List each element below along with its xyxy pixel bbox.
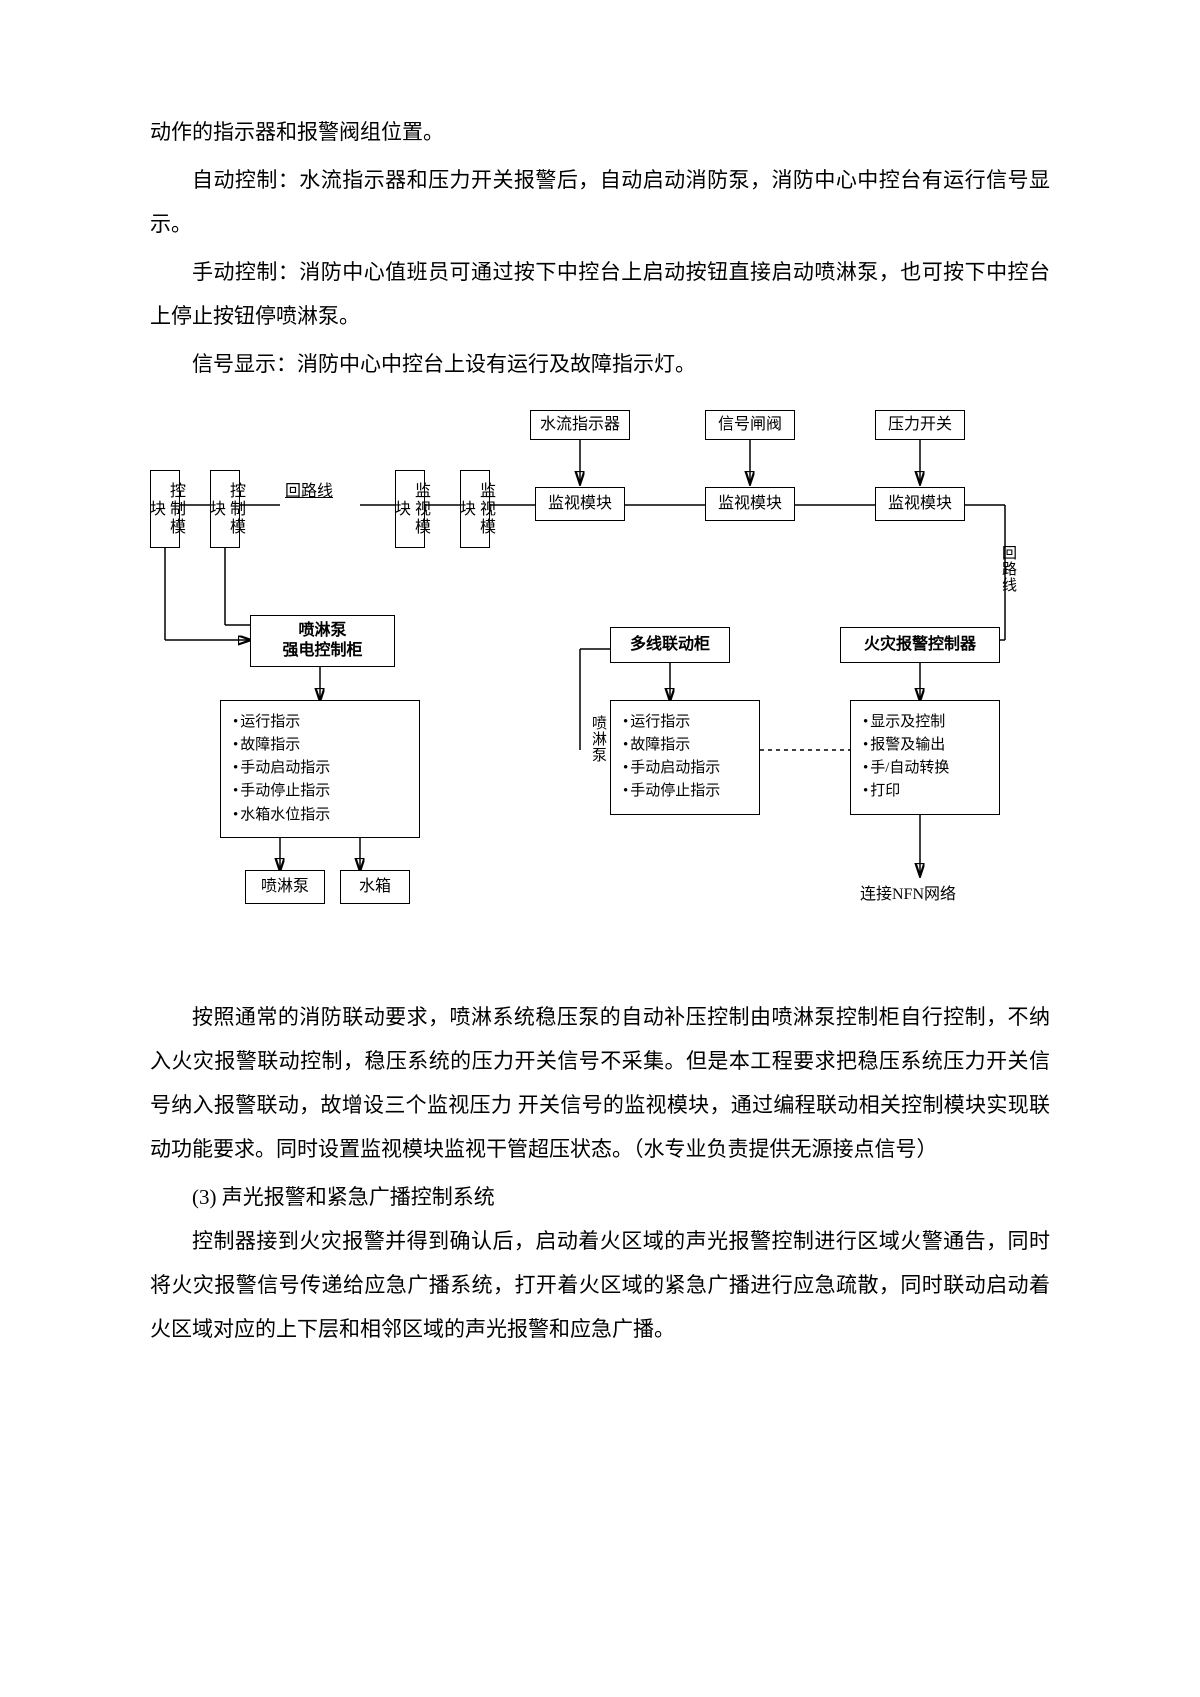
paragraph: 自动控制：水流指示器和压力开关报警后，自动启动消防泵，消防中心中控台有运行信号显… — [150, 158, 1050, 246]
paragraph: 信号显示：消防中心中控台上设有运行及故障指示灯。 — [150, 342, 1050, 386]
node-monitor-module-h3: 监视模块 — [875, 487, 965, 521]
list-item: 运行指示 — [623, 711, 747, 734]
node-monitor-module-h1: 监视模块 — [535, 487, 625, 521]
label-loop-line-v: 回路线 — [998, 545, 1019, 593]
paragraph: 按照通常的消防联动要求，喷淋系统稳压泵的自动补压控制由喷淋泵控制柜自行控制，不纳… — [150, 995, 1050, 1171]
node-monitor-module-h2: 监视模块 — [705, 487, 795, 521]
list-item: 报警及输出 — [863, 734, 987, 757]
paragraph: 控制器接到火灾报警并得到确认后，启动着火区域的声光报警控制进行区域火警通告，同时… — [150, 1219, 1050, 1351]
list-item: 手动停止指示 — [233, 780, 407, 803]
node-flow-indicator: 水流指示器 — [530, 410, 630, 440]
node-pump-cabinet: 喷淋泵 强电控制柜 — [250, 615, 395, 667]
list-item: 手/自动转换 — [863, 757, 987, 780]
node-fire-controller: 火灾报警控制器 — [840, 627, 1000, 663]
list-left: 运行指示 故障指示 手动启动指示 手动停止指示 水箱水位指示 — [220, 700, 420, 838]
list-item: 水箱水位指示 — [233, 804, 407, 827]
list-item: 故障指示 — [623, 734, 747, 757]
paragraph: 动作的指示器和报警阀组位置。 — [150, 110, 1050, 154]
pump-cabinet-line1: 喷淋泵 — [298, 621, 346, 641]
label-network: 连接NFN网络 — [860, 880, 956, 904]
node-signal-valve: 信号闸阀 — [705, 410, 795, 440]
list-item: 手动启动指示 — [623, 757, 747, 780]
list-item: 手动停止指示 — [623, 780, 747, 803]
list-right: 显示及控制 报警及输出 手/自动转换 打印 — [850, 700, 1000, 815]
node-pressure-switch: 压力开关 — [875, 410, 965, 440]
section-title: (3) 声光报警和紧急广播控制系统 — [150, 1175, 1050, 1219]
node-multiline-cabinet: 多线联动柜 — [610, 627, 730, 663]
label-loop-line: 回路线 — [285, 477, 333, 501]
list-mid: 运行指示 故障指示 手动启动指示 手动停止指示 — [610, 700, 760, 815]
node-water-tank: 水箱 — [340, 870, 410, 904]
pump-cabinet-line2: 强电控制柜 — [282, 641, 362, 661]
list-item: 手动启动指示 — [233, 757, 407, 780]
list-item: 故障指示 — [233, 734, 407, 757]
list-item: 显示及控制 — [863, 711, 987, 734]
node-monitor-module-v1: 监视模块 — [395, 470, 425, 548]
node-ctrl-module-2: 控制模块 — [210, 470, 240, 548]
node-monitor-module-v2: 监视模块 — [460, 470, 490, 548]
paragraph: 手动控制：消防中心值班员可通过按下中控台上启动按钮直接启动喷淋泵，也可按下中控台… — [150, 250, 1050, 338]
system-diagram: 水流指示器 信号闸阀 压力开关 控制模块 控制模块 回路线 监视模块 监视模块 … — [150, 405, 1050, 965]
node-spray-pump: 喷淋泵 — [245, 870, 325, 904]
label-spray-pump-v: 喷淋泵 — [588, 715, 609, 763]
list-item: 运行指示 — [233, 711, 407, 734]
node-ctrl-module-1: 控制模块 — [150, 470, 180, 548]
list-item: 打印 — [863, 780, 987, 803]
